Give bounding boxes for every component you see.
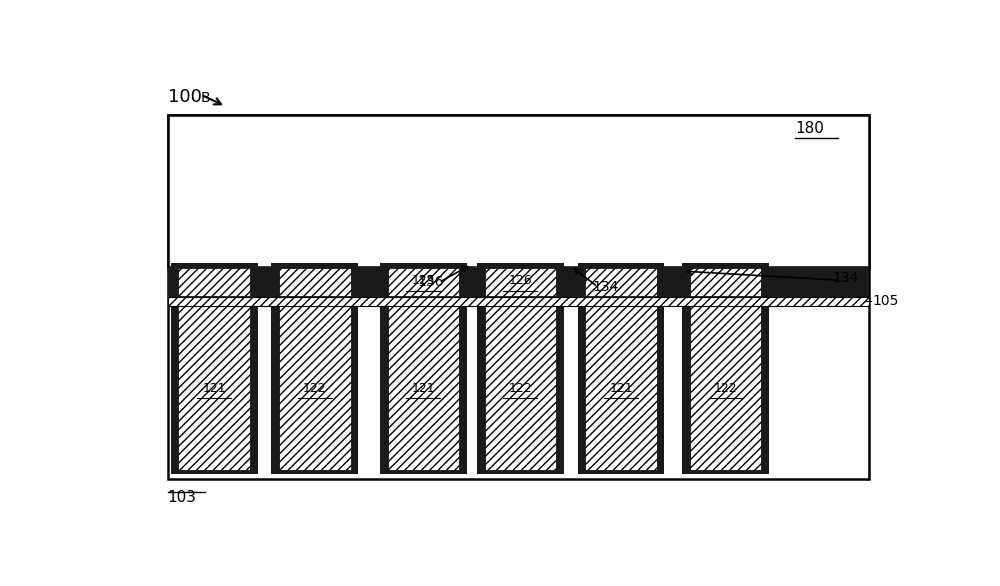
- Text: 103: 103: [168, 490, 197, 505]
- Text: 126: 126: [508, 274, 532, 287]
- Bar: [171, 264, 258, 298]
- Bar: [585, 298, 657, 469]
- Text: 121: 121: [609, 382, 633, 395]
- Bar: [585, 268, 657, 296]
- Bar: [171, 298, 258, 474]
- Text: 121: 121: [202, 382, 226, 395]
- Text: 122: 122: [508, 382, 532, 395]
- Bar: [279, 268, 351, 296]
- Bar: [168, 297, 869, 306]
- Text: 136: 136: [418, 275, 444, 289]
- Bar: [682, 298, 769, 474]
- Text: 100: 100: [168, 88, 202, 107]
- Text: 105: 105: [873, 294, 899, 308]
- Bar: [388, 298, 459, 469]
- Bar: [690, 268, 761, 296]
- Text: 122: 122: [714, 382, 737, 395]
- Text: 125: 125: [412, 274, 435, 287]
- Bar: [388, 268, 459, 296]
- Bar: [168, 267, 869, 298]
- Bar: [178, 268, 250, 296]
- Bar: [279, 298, 351, 469]
- Text: 180: 180: [795, 121, 824, 136]
- Bar: [485, 298, 556, 469]
- Bar: [168, 115, 869, 267]
- Text: 134: 134: [833, 271, 859, 285]
- Bar: [271, 298, 358, 474]
- Text: 134: 134: [592, 280, 619, 294]
- Bar: [485, 268, 556, 296]
- Text: 122: 122: [303, 382, 327, 395]
- Bar: [690, 298, 761, 469]
- Bar: [682, 264, 769, 298]
- Bar: [168, 115, 869, 479]
- Bar: [578, 264, 664, 298]
- Bar: [271, 264, 358, 298]
- Bar: [380, 264, 467, 298]
- Bar: [477, 264, 564, 298]
- Bar: [178, 298, 250, 469]
- Text: B: B: [200, 91, 210, 105]
- Bar: [578, 298, 664, 474]
- Text: 121: 121: [412, 382, 435, 395]
- Bar: [380, 298, 467, 474]
- Bar: [477, 298, 564, 474]
